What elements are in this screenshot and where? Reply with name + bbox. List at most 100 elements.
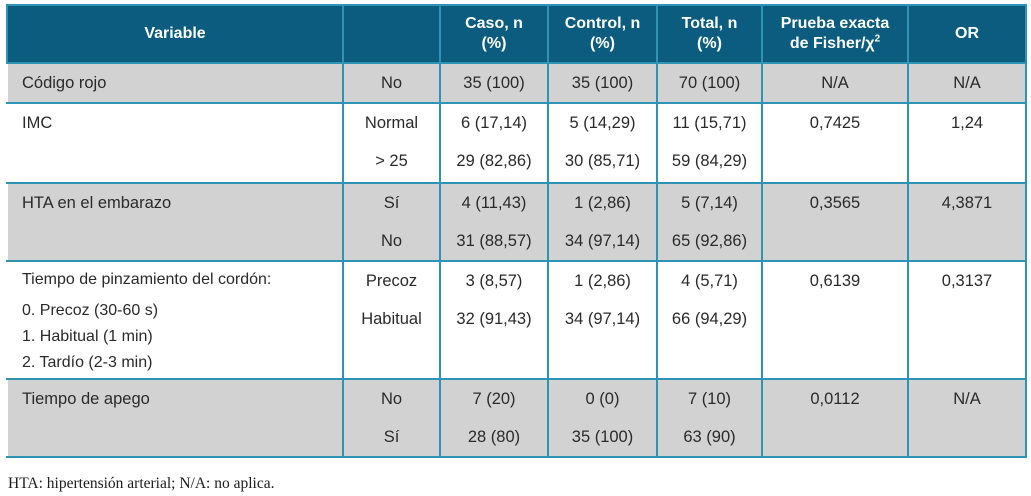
cell-variable: IMC	[6, 102, 344, 184]
variable-option: 0. Precoz (30-60 s)	[22, 302, 159, 319]
category-value: Habitual	[361, 309, 422, 328]
category-value: No	[380, 231, 403, 250]
cell-category: Sí No	[342, 182, 441, 262]
table-row-apego: Tiempo de apego No Sí 7 (20) 28 (80) 0 (…	[6, 378, 1027, 458]
fisher-value: 0,0112	[810, 389, 860, 408]
fisher-value: N/A	[821, 73, 849, 92]
or-value: 4,3871	[941, 193, 993, 212]
total-value: 4 (5,71)	[681, 271, 738, 290]
cell-total: 7 (10) 63 (90)	[656, 378, 763, 458]
category-value: Sí	[383, 427, 400, 446]
table-row-hta: HTA en el embarazo Sí No 4 (11,43) 31 (8…	[6, 182, 1027, 262]
cell-fisher: 0,7425	[761, 102, 909, 184]
cell-variable: Tiempo de apego	[6, 378, 344, 458]
total-value: 11 (15,71)	[672, 113, 747, 132]
total-value: 66 (94,29)	[671, 309, 748, 328]
variable-option: 1. Habitual (1 min)	[22, 328, 153, 345]
control-value: 34 (97,14)	[564, 231, 641, 250]
chi-squared-superscript: 2	[874, 33, 881, 45]
fisher-value: 0,7425	[809, 113, 861, 132]
variable-label: Tiempo de pinzamiento del cordón:	[22, 271, 272, 288]
variable-label: Código rojo	[22, 73, 107, 92]
cell-control: 1 (2,86) 34 (97,14)	[547, 260, 658, 380]
cell-caso: 7 (20) 28 (80)	[439, 378, 549, 458]
caso-value: 3 (8,57)	[465, 271, 523, 290]
cell-fisher: 0,3565	[761, 182, 909, 262]
control-value: 30 (85,71)	[564, 151, 641, 170]
caso-value: 6 (17,14)	[460, 113, 528, 132]
total-value: 5 (7,14)	[681, 193, 738, 212]
control-value: 34 (97,14)	[564, 309, 641, 328]
col-header-fisher: Prueba exacta de Fisher/χ2	[761, 4, 909, 64]
cell-total: 70 (100)	[656, 62, 763, 104]
cell-total: 4 (5,71) 66 (94,29)	[656, 260, 763, 380]
cell-or: 0,3137	[907, 260, 1027, 380]
cell-variable: Código rojo	[6, 62, 344, 104]
category-value: No	[380, 73, 403, 92]
control-value: 35 (100)	[571, 427, 634, 446]
table-header-row: Variable Caso, n (%) Control, n (%) Tota…	[6, 4, 1027, 64]
cell-variable: HTA en el embarazo	[6, 182, 344, 262]
total-value: 65 (92,86)	[671, 231, 748, 250]
variable-label: HTA en el embarazo	[22, 193, 172, 212]
col-header-category	[342, 4, 441, 64]
cell-control: 5 (14,29) 30 (85,71)	[547, 102, 658, 184]
table-row-codigo-rojo: Código rojo No 35 (100) 35 (100) 70 (100…	[6, 62, 1027, 104]
cell-total: 5 (7,14) 65 (92,86)	[656, 182, 763, 262]
control-value: 5 (14,29)	[569, 113, 636, 132]
fisher-header-line2: de Fisher/χ	[789, 35, 875, 52]
caso-value: 7 (20)	[472, 389, 516, 408]
caso-value: 29 (82,86)	[456, 151, 532, 170]
cell-caso: 6 (17,14) 29 (82,86)	[439, 102, 549, 184]
col-header-or: OR	[907, 4, 1027, 64]
table-row-imc: IMC Normal > 25 6 (17,14) 29 (82,86) 5 (…	[6, 102, 1027, 184]
total-value: 70 (100)	[678, 73, 741, 92]
control-value: 1 (2,86)	[574, 193, 631, 212]
fisher-value: 0,6139	[809, 271, 861, 290]
total-value: 59 (84,29)	[671, 151, 748, 170]
table-footnote: HTA: hipertensión arterial; N/A: no apli…	[8, 475, 275, 492]
cell-category: Precoz Habitual	[342, 260, 441, 380]
cell-variable: Tiempo de pinzamiento del cordón: 0. Pre…	[6, 260, 344, 380]
total-value: 63 (90)	[683, 427, 736, 446]
cell-category: No	[342, 62, 441, 104]
col-header-variable: Variable	[6, 4, 344, 64]
cell-or: 4,3871	[907, 182, 1027, 262]
fisher-header-line1: Prueba exacta	[780, 15, 890, 32]
cell-category: No Sí	[342, 378, 441, 458]
category-value: Normal	[364, 113, 419, 132]
or-value: 0,3137	[941, 271, 993, 290]
total-value: 7 (10)	[687, 389, 732, 408]
results-table: Variable Caso, n (%) Control, n (%) Tota…	[6, 4, 1027, 458]
caso-value: 31 (88,57)	[456, 231, 532, 250]
cell-or: N/A	[907, 378, 1027, 458]
caso-value: 28 (80)	[467, 427, 521, 446]
category-value: > 25	[375, 151, 408, 170]
variable-label: Tiempo de apego	[22, 389, 150, 408]
cell-caso: 35 (100)	[439, 62, 549, 104]
cell-fisher: 0,6139	[761, 260, 909, 380]
page: Variable Caso, n (%) Control, n (%) Tota…	[0, 4, 1031, 496]
cell-or: N/A	[907, 62, 1027, 104]
control-value: 1 (2,86)	[574, 271, 631, 290]
cell-fisher: N/A	[761, 62, 909, 104]
category-value: Sí	[383, 193, 400, 212]
cell-fisher: 0,0112	[761, 378, 909, 458]
col-header-control: Control, n (%)	[547, 4, 658, 64]
category-value: No	[380, 389, 403, 408]
cell-caso: 4 (11,43) 31 (88,57)	[439, 182, 549, 262]
cell-total: 11 (15,71) 59 (84,29)	[656, 102, 763, 184]
variable-label: IMC	[22, 113, 53, 132]
category-value: Precoz	[365, 271, 418, 290]
control-value: 35 (100)	[571, 73, 634, 92]
or-value: N/A	[953, 73, 981, 92]
cell-control: 35 (100)	[547, 62, 658, 104]
col-header-total: Total, n (%)	[656, 4, 763, 64]
or-value: 1,24	[950, 113, 984, 132]
col-header-caso: Caso, n (%)	[439, 4, 549, 64]
caso-value: 35 (100)	[463, 73, 525, 92]
cell-control: 1 (2,86) 34 (97,14)	[547, 182, 658, 262]
or-value: N/A	[953, 389, 981, 408]
control-value: 0 (0)	[585, 389, 620, 408]
table-row-pinzamiento: Tiempo de pinzamiento del cordón: 0. Pre…	[6, 260, 1027, 380]
